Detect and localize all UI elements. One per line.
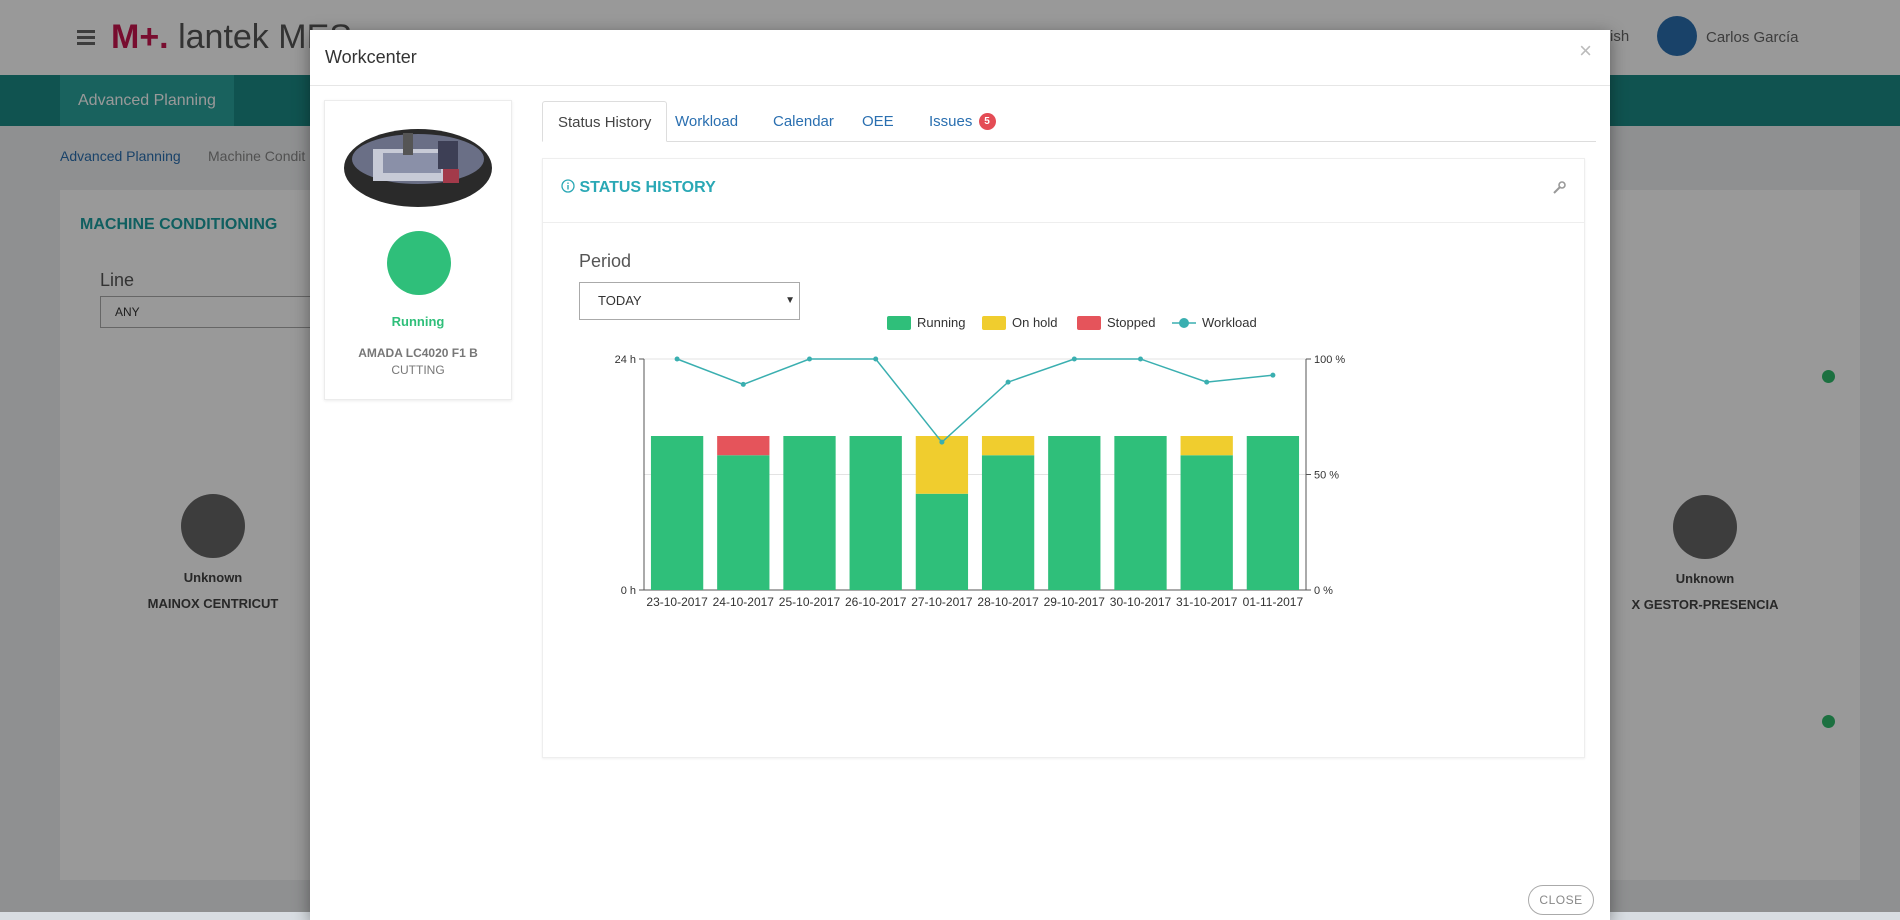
bar-running xyxy=(1246,436,1300,590)
bar-running xyxy=(849,436,902,590)
status-dot xyxy=(387,231,451,295)
check-icon xyxy=(1822,370,1835,383)
language-selector[interactable]: ish xyxy=(1610,28,1630,45)
bar-running xyxy=(915,493,969,590)
workload-line xyxy=(676,358,1273,444)
period-label: Period xyxy=(579,251,632,271)
bar-running xyxy=(717,455,770,590)
close-button[interactable]: CLOSE xyxy=(1528,885,1594,915)
workload-point xyxy=(674,356,680,362)
workcenter-name: AMADA LC4020 F1 B xyxy=(358,346,478,360)
legend-marker xyxy=(1179,318,1189,328)
bar-running xyxy=(650,436,704,590)
workcenter-type: CUTTING xyxy=(391,363,445,377)
workcenter-status: Running xyxy=(391,314,445,329)
tab-bar: Status History Workload Calendar OEE Iss… xyxy=(542,101,1596,142)
x-tick-label: 31-10-2017 xyxy=(1176,595,1238,609)
x-tick-label: 26-10-2017 xyxy=(845,595,907,609)
period-select[interactable]: TODAY ▼ xyxy=(579,282,800,320)
legend-swatch xyxy=(887,316,911,330)
menu-icon[interactable] xyxy=(77,30,95,45)
workload-point xyxy=(1071,356,1077,362)
x-tick-label: 01-11-2017 xyxy=(1243,595,1304,609)
x-tick-label: 23-10-2017 xyxy=(646,595,708,609)
bar-stopped xyxy=(717,436,770,456)
card-status: Unknown xyxy=(183,570,243,585)
workload-point xyxy=(807,356,812,362)
y-right-tick-label: 100 % xyxy=(1314,354,1345,366)
divider xyxy=(543,222,1584,223)
panel-title-text: STATUS HISTORY xyxy=(579,179,716,196)
tab-issues-label: Issues xyxy=(929,113,973,130)
legend-label: Running xyxy=(917,315,965,330)
y-left-tick-label: 0 h xyxy=(621,585,636,597)
modal-title: Workcenter xyxy=(325,47,417,67)
workload-point xyxy=(1204,379,1210,385)
y-left-tick-label: 24 h xyxy=(615,354,636,366)
section-title: MACHINE CONDITIONING xyxy=(80,216,278,233)
x-tick-label: 24-10-2017 xyxy=(713,595,775,609)
tab-issues[interactable]: Issues 5 xyxy=(914,101,1011,142)
bar-on-hold xyxy=(981,436,1035,456)
workload-point xyxy=(873,356,879,362)
workload-point xyxy=(1005,379,1011,385)
x-tick-label: 25-10-2017 xyxy=(779,595,841,609)
line-label: Line xyxy=(100,270,135,290)
card-status: Unknown xyxy=(1675,571,1735,586)
wrench-icon[interactable] xyxy=(1552,181,1566,195)
legend-label: Stopped xyxy=(1107,315,1155,330)
user-name[interactable]: Carlos García xyxy=(1706,29,1799,46)
bar-running xyxy=(1048,436,1101,590)
legend-swatch xyxy=(982,316,1006,330)
bar-on-hold xyxy=(915,436,969,494)
status-dot xyxy=(181,494,245,558)
x-tick-label: 28-10-2017 xyxy=(977,595,1039,609)
workcenter-card: Running AMADA LC4020 F1 B CUTTING xyxy=(324,100,512,400)
legend-label: Workload xyxy=(1202,315,1257,330)
breadcrumb-item: Machine Condit xyxy=(208,148,306,164)
panel-title: STATUS HISTORY xyxy=(561,179,716,197)
bar-running xyxy=(1180,455,1233,590)
divider xyxy=(310,85,1610,86)
x-tick-label: 27-10-2017 xyxy=(911,595,973,609)
tab-workload[interactable]: Workload xyxy=(675,113,739,130)
tab-oee[interactable]: OEE xyxy=(862,113,894,130)
x-tick-label: 29-10-2017 xyxy=(1044,595,1106,609)
status-history-panel: STATUS HISTORY Period TODAY ▼ 23-10-2017 2… xyxy=(542,158,1585,758)
nav-item-advanced-planning[interactable]: Advanced Planning xyxy=(60,75,234,126)
chevron-down-icon: ▼ xyxy=(785,295,795,306)
workload-point xyxy=(1138,356,1143,362)
bar-running xyxy=(1114,436,1167,590)
check-icon xyxy=(1822,715,1835,728)
x-tick-label: 30-10-2017 xyxy=(1110,595,1172,609)
workload-point xyxy=(1270,372,1276,378)
breadcrumb-item[interactable]: Advanced Planning xyxy=(60,148,181,164)
status-dot xyxy=(1673,495,1737,559)
close-icon[interactable]: × xyxy=(1579,38,1592,63)
bar-on-hold xyxy=(1180,436,1233,456)
legend-swatch xyxy=(1077,316,1101,330)
workload-point xyxy=(740,381,746,387)
bar-running xyxy=(783,436,836,590)
issues-badge: 5 xyxy=(978,113,996,130)
y-right-tick-label: 50 % xyxy=(1314,470,1339,482)
machine-image xyxy=(344,129,492,207)
tab-status-history[interactable]: Status History xyxy=(542,101,668,142)
y-right-tick-label: 0 % xyxy=(1314,585,1333,597)
bar-running xyxy=(981,455,1035,590)
period-value: TODAY xyxy=(598,293,642,308)
avatar[interactable] xyxy=(1657,16,1697,56)
info-icon xyxy=(561,179,575,193)
workcenter-modal: Workcenter × Running AMADA LC4020 F1 B C… xyxy=(310,30,1610,920)
workload-point xyxy=(939,439,945,445)
card-name: MAINOX CENTRICUT xyxy=(147,596,279,611)
card-name: X GESTOR-PRESENCIA xyxy=(1631,597,1779,612)
legend-label: On hold xyxy=(1012,315,1058,330)
status-history-chart: 23-10-2017 24-10-2017 25-10-2017 26-10-2017… xyxy=(615,315,1346,609)
tab-calendar[interactable]: Calendar xyxy=(773,113,834,130)
